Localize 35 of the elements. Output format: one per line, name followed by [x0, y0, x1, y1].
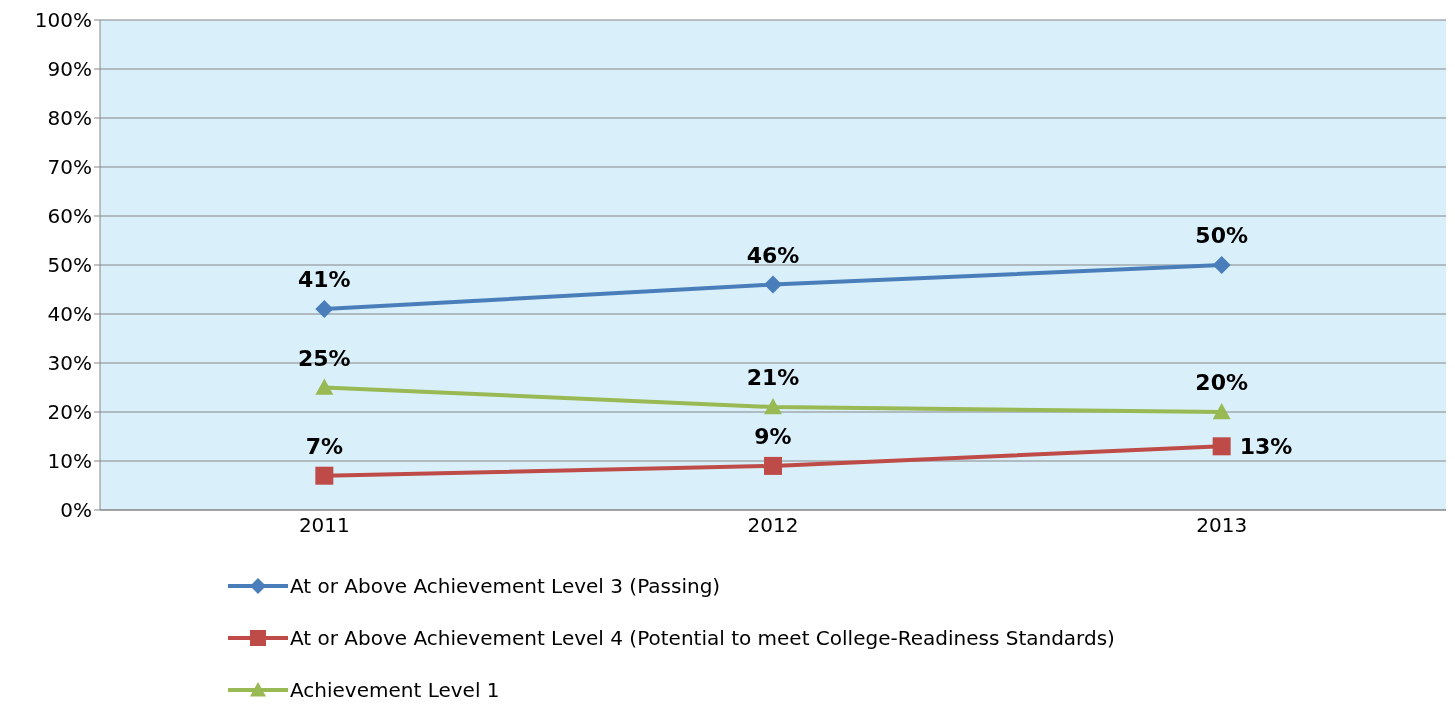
y-tick-label: 10% [47, 449, 92, 474]
point [1212, 256, 1231, 274]
y-tick-label: 90% [47, 57, 92, 82]
point [1212, 403, 1231, 420]
point [315, 466, 334, 485]
y-tick-label: 60% [47, 204, 92, 229]
data-label: 25% [298, 345, 351, 371]
data-label: 9% [754, 423, 792, 449]
data-label: 21% [746, 365, 800, 391]
data-label: 41% [298, 267, 351, 293]
x-tick-label: 2013 [1196, 513, 1248, 538]
point [315, 300, 334, 319]
legend-label: Achievement Level 1 [290, 678, 500, 702]
data-label: 20% [1195, 370, 1248, 395]
y-tick-label: 50% [47, 253, 92, 278]
y-tick-label: 100% [34, 8, 92, 33]
data-label: 13% [1239, 434, 1293, 460]
y-tick-label: 30% [47, 351, 92, 376]
data-label: 46% [746, 242, 800, 268]
y-tick-label: 80% [47, 106, 92, 131]
y-tick-label: 20% [47, 400, 92, 425]
y-tick-label: 70% [47, 155, 92, 180]
legend-label: At or Above Achievement Level 3 (Passing) [290, 574, 721, 598]
y-tick-label: 40% [47, 302, 92, 327]
point [764, 398, 782, 415]
x-tick-label: 2012 [747, 513, 799, 538]
x-tick-label: 2011 [298, 513, 350, 538]
point [764, 456, 782, 475]
data-label: 7% [305, 433, 344, 459]
legend-label: At or Above Achievement Level 4 (Potential to meet College-Readiness Standards) [290, 626, 1115, 650]
point [1212, 437, 1231, 456]
point [764, 275, 782, 294]
data-label: 50% [1195, 223, 1248, 248]
point [315, 378, 334, 395]
y-tick-label: 0% [60, 498, 92, 523]
